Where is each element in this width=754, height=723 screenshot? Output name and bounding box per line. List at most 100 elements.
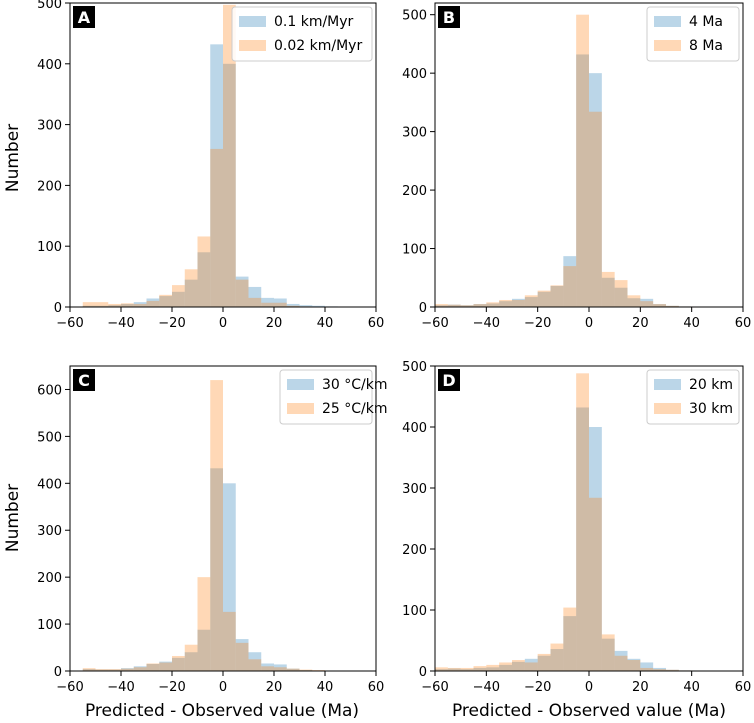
- x-tick-label-b-20: 20: [632, 316, 649, 331]
- bar-d-series2-bin18: [666, 669, 679, 671]
- bar-c-series1-bin5: [146, 663, 160, 671]
- bar-c-series1-bin0: [82, 669, 96, 671]
- y-tick-label-a-300: 300: [37, 119, 62, 134]
- bar-d-series1-bin0: [435, 669, 448, 671]
- bar-c-series1-bin14: [261, 663, 274, 671]
- panel-d: −60 −40 −20 0 20 40 60 0 100 200 300 400 500 D 20 km 30…: [402, 360, 751, 695]
- bar-b-series1-bin6: [512, 298, 525, 307]
- bar-b-series1-bin7: [524, 297, 538, 307]
- bar-b-series2-bin15: [627, 295, 641, 307]
- bar-d-series2-bin16: [640, 667, 654, 671]
- y-tick-label-d-100: 100: [402, 604, 427, 619]
- bar-b-series2-bin18: [666, 305, 679, 307]
- bar-b-series1-bin16: [640, 298, 654, 307]
- x-tick-label-d--40: −40: [473, 680, 500, 695]
- bar-b-series1-bin12: [589, 73, 602, 308]
- bar-c-series1-bin7: [172, 657, 185, 671]
- bar-d-series1-bin13: [601, 638, 615, 671]
- bar-d-series1-bin17: [653, 667, 666, 671]
- bar-d-series2-bin2: [460, 667, 474, 671]
- bar-d-series1-bin12: [589, 427, 602, 671]
- bar-b-series2-bin1: [447, 304, 461, 307]
- bar-d-series1-bin18: [666, 669, 679, 671]
- y-tick-label-c-400: 400: [37, 477, 62, 492]
- y-tick-label-d-500: 500: [402, 360, 427, 375]
- bar-d-series2-bin12: [589, 497, 602, 671]
- bar-c-series2-bin8: [184, 644, 198, 671]
- bar-c-series2-bin16: [286, 668, 300, 671]
- bar-a-series1-bin7: [172, 291, 185, 307]
- y-tick-label-b-400: 400: [402, 67, 427, 82]
- bar-c-series1-bin15: [274, 664, 287, 671]
- bar-b-series2-bin11: [576, 14, 589, 307]
- x-tick-label-d-20: 20: [632, 680, 649, 695]
- legend-label-b-series1: 4 Ma: [689, 14, 723, 30]
- legend-swatch-d-series2: [654, 403, 681, 414]
- legend-box-d: [646, 369, 740, 425]
- y-tick-label-c-500: 500: [37, 430, 62, 445]
- x-tick-label-c-40: 40: [317, 680, 334, 695]
- y-axis-label-bottom: Number: [3, 484, 23, 552]
- bar-a-series2-bin14: [261, 302, 274, 307]
- bar-c-series1-bin13: [248, 652, 262, 671]
- y-tick-label-c-300: 300: [37, 524, 62, 539]
- bar-a-series2-bin2: [108, 303, 121, 307]
- y-tick-label-a-500: 500: [37, 0, 62, 12]
- bar-d-series2-bin4: [486, 664, 500, 671]
- bar-c-series2-bin5: [146, 663, 160, 671]
- legend-b: 4 Ma 8 Ma: [646, 6, 740, 62]
- bar-c-series2-bin9: [197, 577, 211, 671]
- bar-a-series2-bin7: [172, 285, 185, 307]
- legend-label-a-series1: 0.1 km/Myr: [274, 14, 354, 30]
- legend-swatch-b-series2: [654, 40, 681, 51]
- bar-b-series1-bin17: [653, 304, 666, 307]
- bar-d-series1-bin1: [447, 668, 461, 671]
- x-axis-label-right: Predicted - Observed value (Ma): [452, 701, 726, 721]
- x-tick-label-c--60: −60: [56, 680, 83, 695]
- y-tick-label-c-200: 200: [37, 571, 62, 586]
- legend-label-d-series1: 20 km: [689, 377, 733, 393]
- bar-b-series2-bin0: [435, 304, 448, 307]
- y-tick-label-b-200: 200: [402, 184, 427, 199]
- bar-a-series2-bin4: [133, 303, 147, 307]
- y-tick-label-c-0: 0: [54, 665, 62, 680]
- bar-a-series1-bin11: [223, 63, 236, 307]
- bar-b-series2-bin7: [524, 295, 538, 307]
- bar-a-series1-bin3: [121, 303, 134, 307]
- bar-b-series1-bin10: [563, 256, 577, 307]
- y-tick-label-d-0: 0: [419, 665, 427, 680]
- bar-d-series1-bin11: [576, 407, 589, 671]
- y-tick-label-d-400: 400: [402, 421, 427, 436]
- panel-letter-badge-d: [438, 369, 460, 391]
- bar-a-series2-bin1: [95, 302, 109, 307]
- x-tick-label-b-0: 0: [585, 316, 593, 331]
- x-tick-label-a--60: −60: [56, 316, 83, 331]
- bar-b-series2-bin17: [653, 304, 666, 307]
- bar-d-series1-bin6: [512, 661, 525, 671]
- legend-box-a: [231, 6, 373, 62]
- bar-c-series1-bin1: [95, 669, 109, 671]
- bar-a-series1-bin15: [274, 298, 287, 307]
- legend-swatch-b-series1: [654, 16, 681, 27]
- bar-a-series2-bin3: [121, 303, 134, 307]
- bar-c-series1-bin12: [235, 639, 249, 671]
- bar-b-series1-bin4: [486, 303, 500, 307]
- x-tick-label-d-40: 40: [683, 680, 700, 695]
- bar-a-series1-bin16: [286, 303, 300, 307]
- legend-a: 0.1 km/Myr 0.02 km/Myr: [231, 6, 373, 62]
- bar-d-series2-bin7: [524, 662, 538, 671]
- y-tick-label-c-600: 600: [37, 383, 62, 398]
- bar-c-series2-bin7: [172, 655, 185, 671]
- y-tick-label-a-0: 0: [54, 301, 62, 316]
- bar-c-series1-bin3: [121, 668, 134, 671]
- x-tick-label-a-60: 60: [368, 316, 385, 331]
- bar-a-series2-bin0: [82, 302, 96, 307]
- bar-c-series2-bin12: [235, 642, 249, 671]
- bar-b-series2-bin5: [499, 299, 512, 307]
- bar-d-series2-bin1: [447, 667, 461, 671]
- bar-c-series2-bin13: [248, 659, 262, 671]
- bar-b-series1-bin11: [576, 54, 589, 308]
- x-tick-label-a--40: −40: [107, 316, 134, 331]
- bar-a-series2-bin16: [286, 305, 300, 307]
- legend-swatch-d-series1: [654, 379, 681, 390]
